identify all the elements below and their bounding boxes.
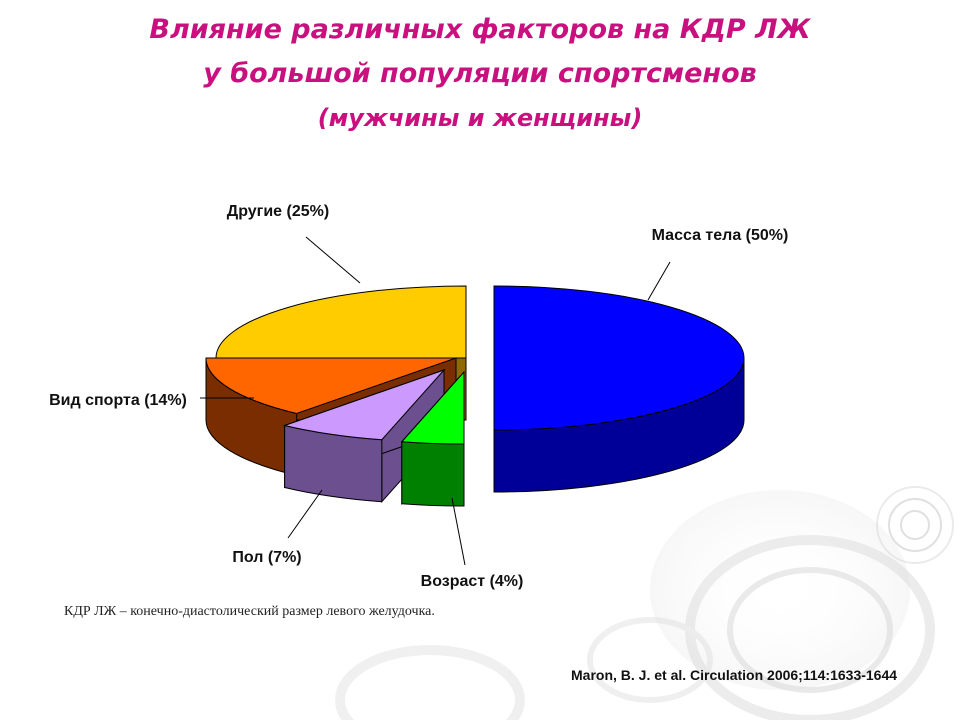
- slice-mass-label: Масса тела (50%): [652, 227, 789, 244]
- chart-subtitle: (мужчины и женщины): [317, 104, 643, 132]
- slice-age-side: [401, 441, 465, 507]
- chart-title-line2: у большой популяции спортсменов: [203, 58, 757, 89]
- citation: Maron, B. J. et al. Circulation 2006;114…: [571, 667, 898, 683]
- slice-age-leader-line: [451, 497, 466, 566]
- slice-other-label: Другие (25%): [227, 203, 329, 220]
- slice-sex-leader-line: [287, 489, 323, 539]
- slice-age: [400, 370, 465, 445]
- slice-sex: [282, 368, 446, 441]
- slice-age-label: Возраст (4%): [421, 573, 524, 590]
- slice-other: [215, 285, 467, 359]
- slice-sport-label: Вид спорта (14%): [49, 392, 187, 409]
- chart-title-line1: Влияние различных факторов на КДР ЛЖ: [149, 14, 811, 45]
- chart-title-line3: (мужчины и женщины): [0, 104, 960, 132]
- slice-sport: [205, 357, 457, 414]
- slice-mass: [493, 285, 745, 431]
- slice-mass-leader-line: [647, 261, 671, 301]
- footnote: КДР ЛЖ – конечно-диастолический размер л…: [64, 604, 435, 619]
- slice-sex-label: Пол (7%): [232, 549, 301, 566]
- slice-other-leader-line: [305, 236, 361, 284]
